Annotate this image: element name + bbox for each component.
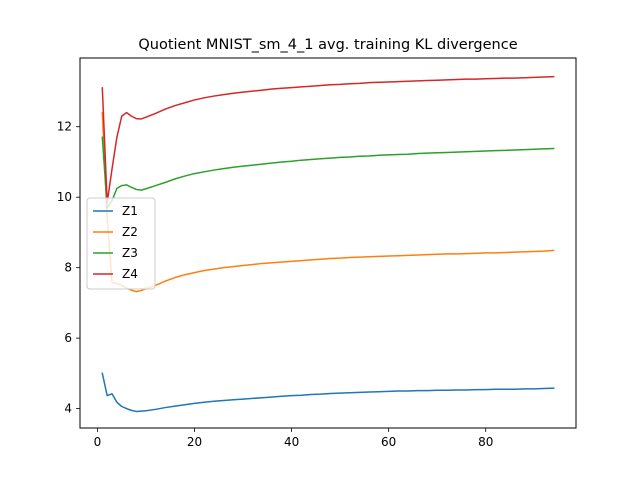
y-tick-label: 6 xyxy=(64,331,72,345)
x-tick-label: 20 xyxy=(187,435,202,449)
series-line-z4 xyxy=(101,75,555,204)
y-tick-label: 10 xyxy=(57,190,72,204)
legend: Z1 Z2 Z3 Z4 xyxy=(86,197,156,290)
x-tick-label: 0 xyxy=(94,435,102,449)
plot-frame xyxy=(79,57,577,429)
y-tick-label: 4 xyxy=(64,402,72,416)
chart-title: Quotient MNIST_sm_4_1 avg. training KL d… xyxy=(138,37,517,53)
series-line-z2 xyxy=(101,111,555,293)
plot-lines xyxy=(101,75,555,413)
legend-label-z2: Z2 xyxy=(122,225,138,239)
series-line-z3 xyxy=(101,136,555,209)
legend-label-z1: Z1 xyxy=(122,204,138,218)
y-tick-label: 12 xyxy=(57,120,72,134)
legend-label-z4: Z4 xyxy=(122,267,138,281)
legend-box xyxy=(86,197,156,290)
series-line-z1 xyxy=(101,372,555,413)
x-axis: 0 20 40 60 80 xyxy=(94,428,493,449)
y-axis: 4 6 8 10 12 xyxy=(57,120,80,416)
y-tick-label: 8 xyxy=(64,261,72,275)
x-tick-label: 40 xyxy=(284,435,299,449)
x-tick-label: 60 xyxy=(381,435,396,449)
x-tick-label: 80 xyxy=(478,435,493,449)
legend-label-z3: Z3 xyxy=(122,246,138,260)
